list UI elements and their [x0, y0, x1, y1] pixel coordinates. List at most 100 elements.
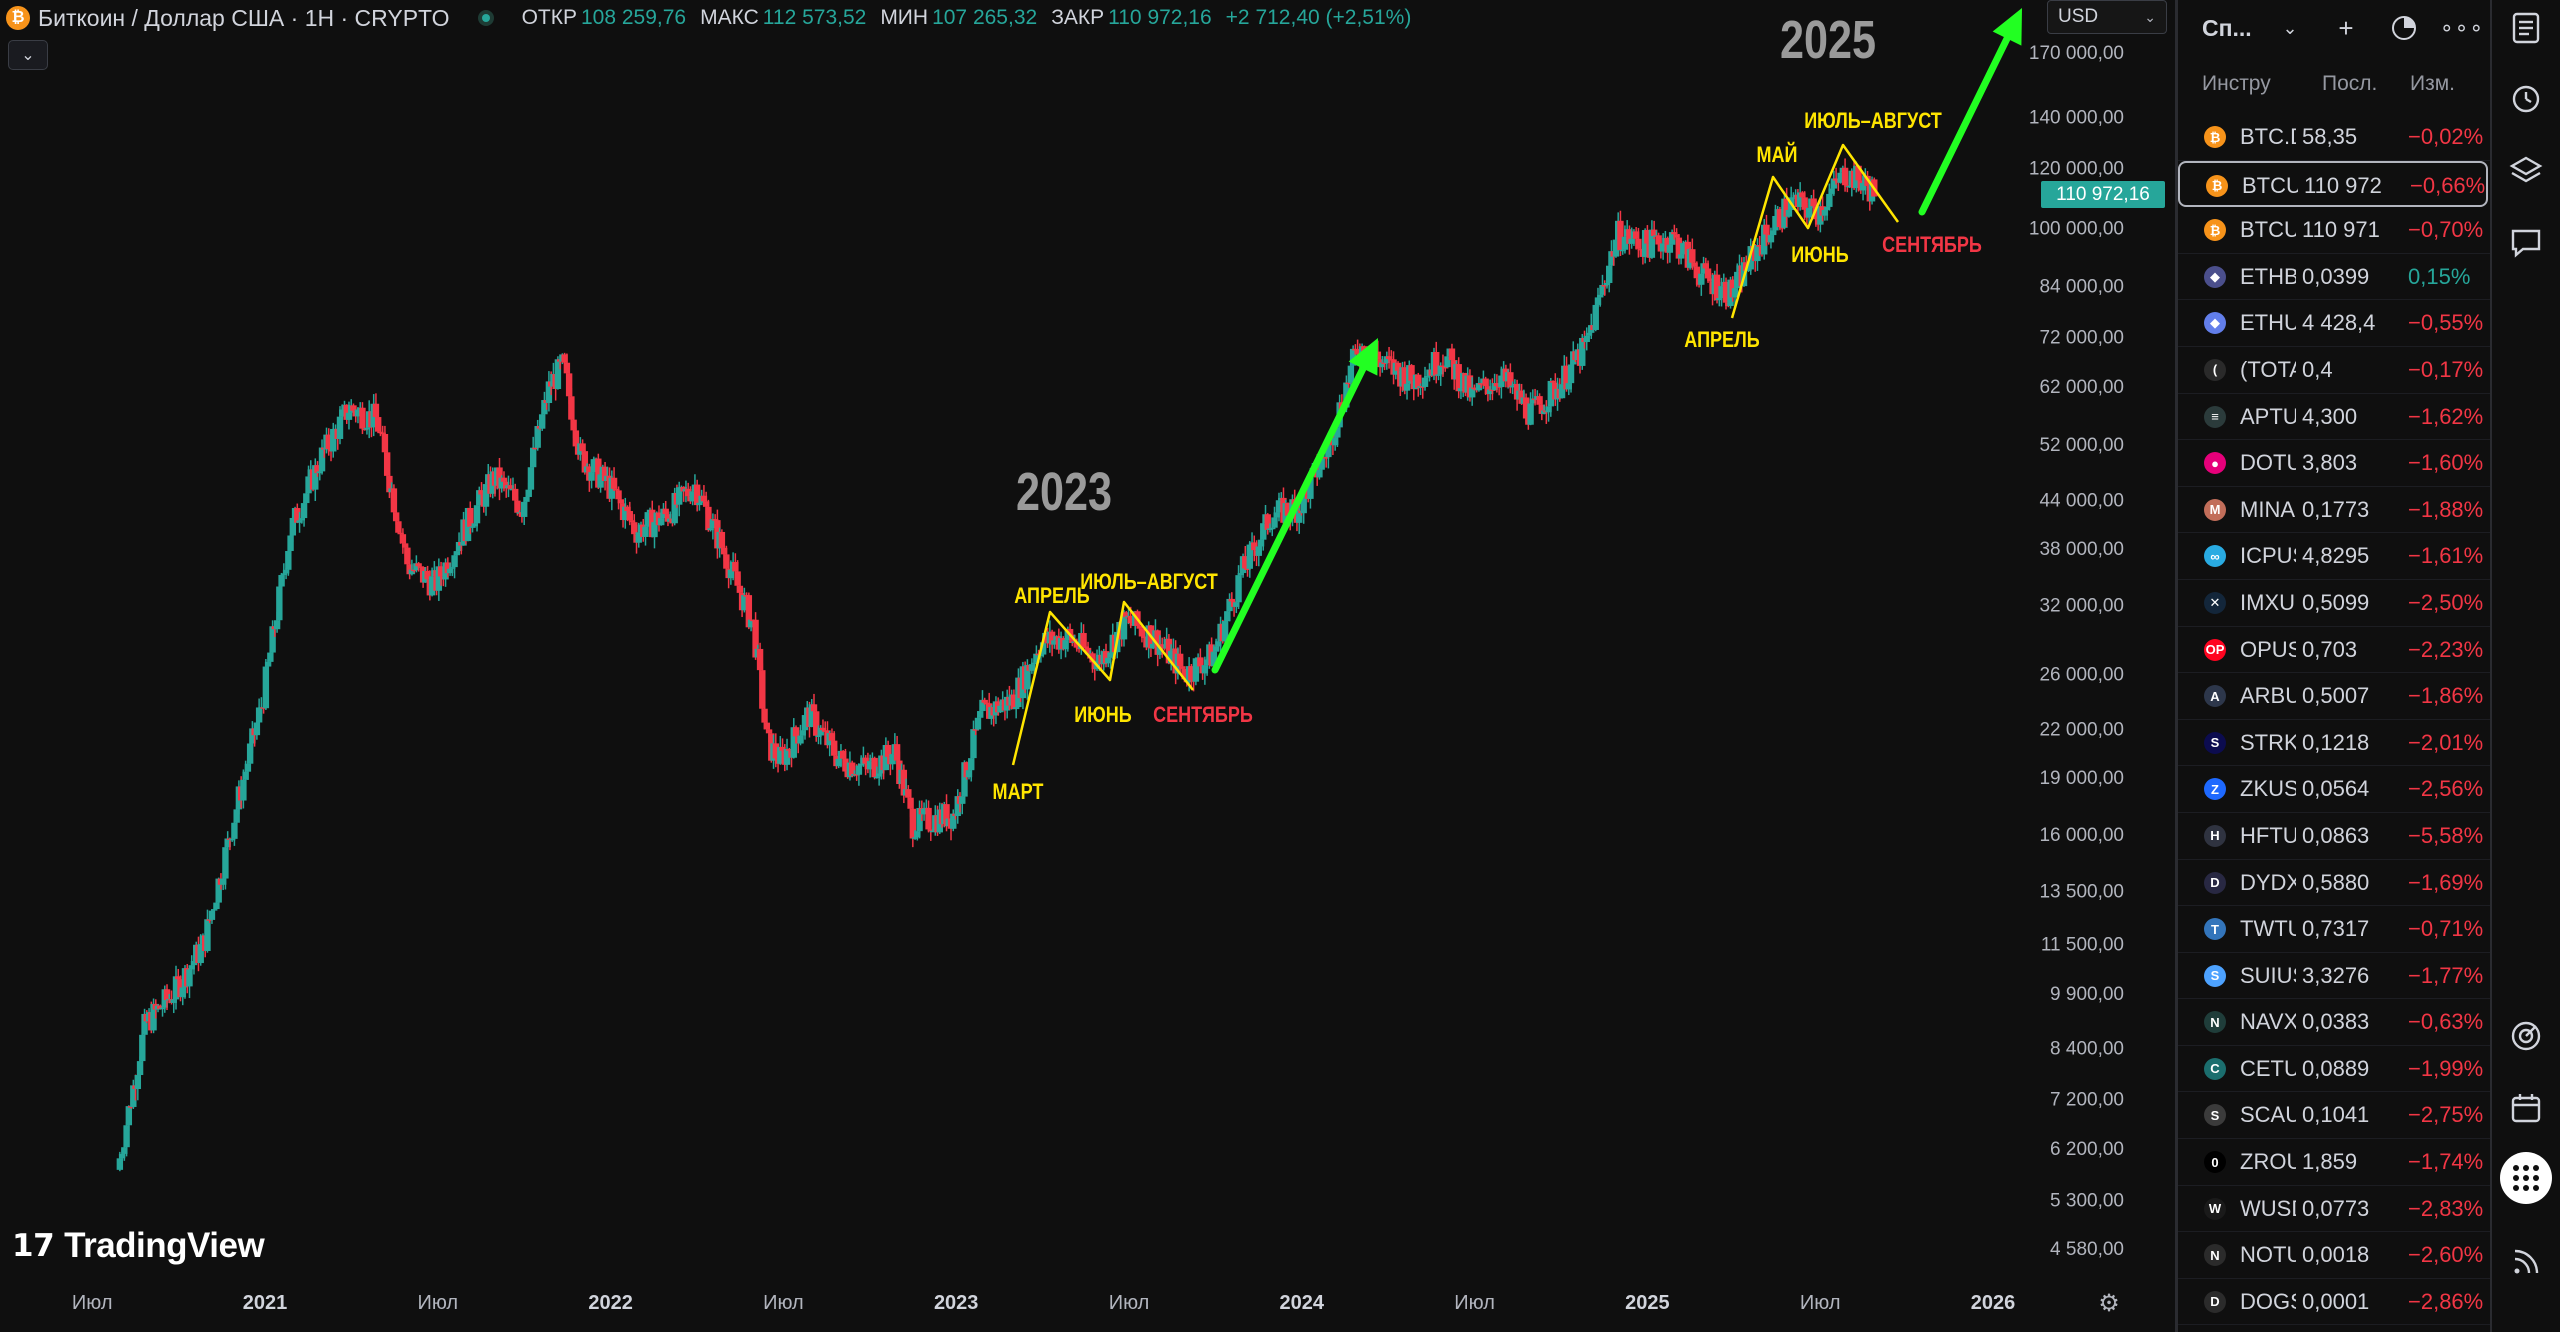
watchlist-row[interactable]: N NAVXUSD0,0383 −0,63% — [2178, 999, 2490, 1046]
watchlist-row[interactable]: 0 ZROUSD1,859 −1,74% — [2178, 1139, 2490, 1186]
candle-body — [720, 547, 728, 555]
candle-body — [125, 1106, 133, 1126]
annotation-label[interactable]: 2023 — [1016, 463, 1112, 523]
gear-icon[interactable]: ⚙ — [2098, 1289, 2120, 1317]
candle-body — [188, 965, 195, 970]
price-tick-label: 52 000,00 — [2039, 435, 2124, 456]
watchlist-row[interactable]: ≡ APTUSD4,300 −1,62% — [2178, 394, 2490, 441]
chart-icon[interactable] — [2386, 10, 2422, 46]
watchlist-row[interactable]: D DOGSUSD0,0001 −2,86% — [2178, 1279, 2490, 1326]
annotation-label[interactable]: МАЙ — [1756, 141, 1797, 167]
column-last[interactable]: Посл. — [2322, 72, 2378, 95]
annotation-label[interactable]: МАРТ — [993, 780, 1044, 804]
calendar-icon[interactable] — [2506, 1088, 2546, 1128]
column-symbol[interactable]: Инстру — [2202, 72, 2271, 95]
candle-body — [1671, 232, 1678, 235]
watchlist-row[interactable]: ₿ BTCUSDT110 971 −0,70% — [2178, 207, 2490, 254]
green-arrow-2023[interactable] — [1211, 338, 1378, 674]
tradingview-logo[interactable]: 𝟭𝟳 TradingView — [12, 1226, 265, 1266]
close-value: 110 972,16 — [1108, 6, 1212, 29]
collapse-legend-button[interactable]: ⌄ — [8, 40, 48, 70]
annotation-label[interactable]: ИЮНЬ — [1074, 703, 1132, 727]
watchlist-row[interactable]: C CETUSUSD0,0889 −1,99% — [2178, 1046, 2490, 1093]
watchlist-row[interactable]: ✕ IMXUSD0,5099 −2,50% — [2178, 580, 2490, 627]
watchlist-row[interactable]: T TWTUSD0,7317 −0,71% — [2178, 906, 2490, 953]
candle-body — [1558, 384, 1566, 399]
watchlist-row[interactable]: ₿ BTCUSD110 972 −0,66% — [2178, 160, 2488, 208]
symbol-title[interactable]: Биткоин / Доллар США · 1H · CRYPTO — [38, 4, 450, 31]
candle-body — [1626, 229, 1633, 244]
candle-body — [1188, 666, 1195, 681]
annotation-label[interactable]: 2025 — [1780, 11, 1876, 71]
watchlist-row[interactable]: ◆ ETHUSD4 428,4 −0,55% — [2178, 300, 2490, 347]
watchlist-row[interactable]: ((TOTAL)0,4 −0,17% — [2178, 347, 2490, 394]
candle-body — [1855, 165, 1862, 181]
green-arrow-2025[interactable] — [1918, 8, 2022, 216]
candle-body — [711, 519, 719, 521]
coin-icon: T — [2204, 918, 2226, 941]
annotation-label[interactable]: СЕНТЯБРЬ — [1153, 703, 1253, 727]
candle-body — [246, 743, 254, 764]
watchlist-row[interactable]: W WUSDT0,0773 −2,83% — [2178, 1186, 2490, 1233]
price-tick-label: 19 000,00 — [2039, 768, 2124, 789]
candle-body — [842, 758, 849, 772]
candle-body — [163, 989, 171, 1001]
zigzag-line-2023[interactable] — [1011, 600, 1194, 766]
candle-body — [359, 407, 366, 429]
column-change[interactable]: Изм. — [2410, 72, 2455, 95]
row-change: −0,70% — [2408, 217, 2484, 243]
chat-icon[interactable] — [2506, 222, 2546, 262]
watchlist-row[interactable]: D DYDXUSD0,5880 −1,69% — [2178, 860, 2490, 907]
candle-body — [262, 666, 270, 709]
price-chart[interactable]: 170 000,00 140 000,00 120 000,00 100 000,00… — [0, 0, 2175, 1332]
watchlist-row[interactable]: Z ZKUSD0,0564 −2,56% — [2178, 766, 2490, 813]
watchlist-row[interactable]: ◆ ETHBTC0,0399 0,15% — [2178, 254, 2490, 301]
candle-body — [1585, 332, 1593, 336]
currency-select[interactable]: USD ⌄ — [2047, 0, 2167, 34]
watchlist-row[interactable]: H HFTUSD0,0863 −5,58% — [2178, 813, 2490, 860]
watchlist-row[interactable]: OP OPUSD0,703 −2,23% — [2178, 627, 2490, 674]
chart-area[interactable]: 170 000,00 140 000,00 120 000,00 100 000,00… — [0, 0, 2175, 1332]
candle-body — [1507, 372, 1514, 388]
watchlist-row[interactable]: M MINAUSD0,1773 −1,88% — [2178, 487, 2490, 534]
candle-body — [240, 779, 247, 801]
watchlist-row[interactable]: ₿ BTC.D58,35 −0,02% — [2178, 114, 2490, 161]
grid-menu-icon[interactable] — [2500, 1152, 2552, 1204]
row-change: −0,02% — [2408, 124, 2484, 149]
watchlist-row[interactable]: N NOTUSD0,0018 −2,60% — [2178, 1232, 2490, 1279]
annotation-label[interactable]: АПРЕЛЬ — [1014, 584, 1089, 608]
signal-icon[interactable] — [2506, 1240, 2546, 1280]
alarm-clock-icon[interactable] — [2506, 78, 2546, 118]
watchlist-row[interactable]: ∞ ICPUSD4,8295 −1,61% — [2178, 533, 2490, 580]
price-axis: 170 000,00 140 000,00 120 000,00 100 000,00… — [2029, 43, 2124, 1260]
watchlist-icon[interactable] — [2506, 8, 2546, 48]
candle-body — [1089, 653, 1096, 663]
watchlist-row[interactable]: S SUIUSD3,3276 −1,77% — [2178, 953, 2490, 1000]
chevron-down-icon[interactable]: ⌄ — [2282, 17, 2298, 38]
candle-body — [473, 505, 481, 524]
row-symbol: ETHBTC — [2240, 263, 2296, 289]
candle-body — [779, 746, 786, 751]
zigzag-line-2025[interactable] — [1730, 143, 1900, 319]
watchlist-title[interactable]: Сп... — [2202, 14, 2252, 41]
target-icon[interactable] — [2506, 1016, 2546, 1056]
row-change: −5,58% — [2408, 822, 2484, 848]
annotation-label[interactable]: ИЮНЬ — [1791, 243, 1849, 267]
panel-divider[interactable] — [2175, 0, 2178, 1332]
candle-body — [372, 403, 380, 418]
annotation-label[interactable]: ИЮЛЬ–АВГУСТ — [1804, 109, 1942, 133]
low-value: 107 265,32 — [932, 6, 1038, 29]
annotation-label[interactable]: ИЮЛЬ–АВГУСТ — [1080, 570, 1218, 594]
market-status-icon[interactable] — [477, 10, 494, 26]
annotation-label[interactable]: АПРЕЛЬ — [1684, 328, 1759, 352]
watchlist-row[interactable]: S STRKUSD0,1218 −2,01% — [2178, 720, 2490, 767]
add-symbol-icon[interactable]: + — [2338, 12, 2354, 43]
watchlist-row[interactable]: A ARBUSD0,5007 −1,86% — [2178, 673, 2490, 720]
watchlist-row[interactable]: ● DOTUSD3,803 −1,60% — [2178, 440, 2490, 487]
candle-body — [900, 769, 908, 796]
candle-body — [1680, 243, 1687, 255]
annotation-label[interactable]: СЕНТЯБРЬ — [1882, 233, 1982, 257]
layers-icon[interactable] — [2506, 150, 2546, 190]
more-icon[interactable]: ∘∘∘ — [2439, 15, 2485, 40]
watchlist-row[interactable]: S SCAUSD0,1041 −2,75% — [2178, 1092, 2490, 1140]
